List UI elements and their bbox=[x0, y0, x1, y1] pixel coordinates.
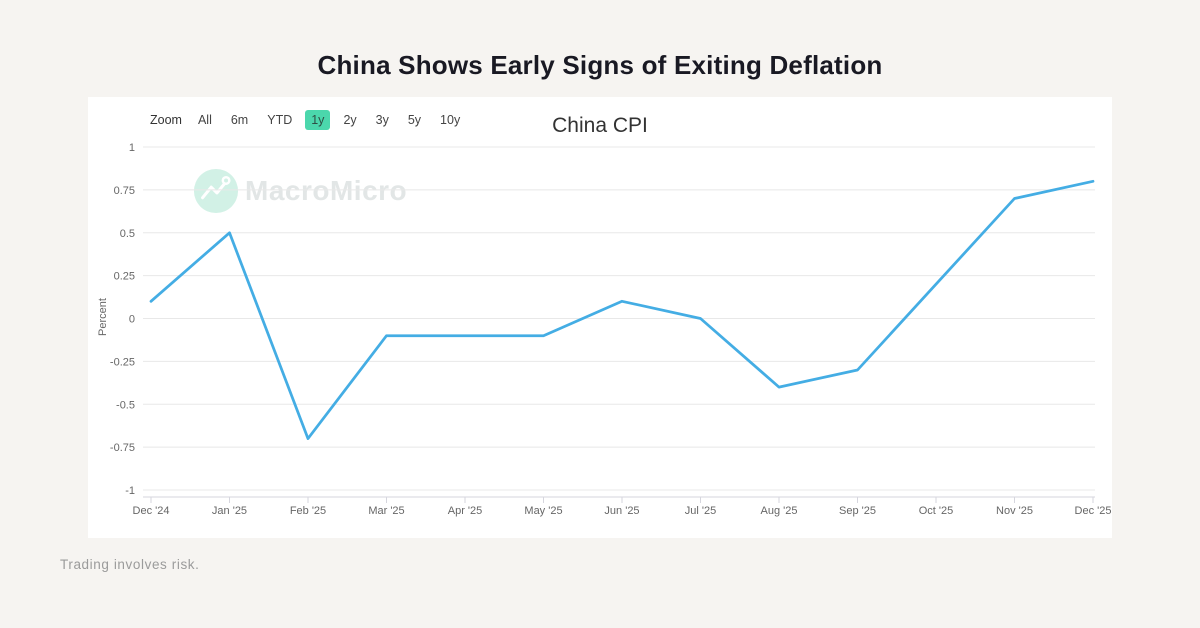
svg-text:1: 1 bbox=[129, 142, 135, 154]
svg-text:Jan '25: Jan '25 bbox=[212, 505, 247, 517]
svg-text:May '25: May '25 bbox=[524, 505, 562, 517]
svg-text:Dec '25: Dec '25 bbox=[1075, 505, 1112, 517]
range-buttons: All 6m YTD 1y 2y 3y 5y 10y bbox=[192, 110, 466, 130]
range-button-1y[interactable]: 1y bbox=[305, 110, 331, 130]
chart-card: MacroMicro 1 0.75 0.5 0.25 0 -0.25 -0.5 -0.75 -1… bbox=[88, 97, 1112, 538]
svg-text:0.5: 0.5 bbox=[120, 228, 135, 240]
svg-text:Apr '25: Apr '25 bbox=[448, 505, 483, 517]
range-button-2y[interactable]: 2y bbox=[337, 110, 362, 130]
svg-text:-0.25: -0.25 bbox=[110, 356, 135, 368]
macromicro-watermark: MacroMicro bbox=[193, 168, 407, 214]
svg-text:-1: -1 bbox=[125, 485, 135, 497]
range-button-5y[interactable]: 5y bbox=[402, 110, 427, 130]
range-button-all[interactable]: All bbox=[192, 110, 218, 130]
range-button-10y[interactable]: 10y bbox=[434, 110, 466, 130]
svg-text:Oct '25: Oct '25 bbox=[919, 505, 954, 517]
svg-text:Dec '24: Dec '24 bbox=[133, 505, 170, 517]
svg-text:0: 0 bbox=[129, 314, 135, 326]
cpi-line-chart[interactable]: 1 0.75 0.5 0.25 0 -0.25 -0.5 -0.75 -1 Dec '24 Jan … bbox=[88, 97, 1112, 538]
range-selector: Zoom All 6m YTD 1y 2y 3y 5y 10y bbox=[150, 110, 466, 130]
svg-text:Feb '25: Feb '25 bbox=[290, 505, 326, 517]
range-button-ytd[interactable]: YTD bbox=[261, 110, 298, 130]
range-button-3y[interactable]: 3y bbox=[370, 110, 395, 130]
svg-text:-0.5: -0.5 bbox=[116, 399, 135, 411]
macromicro-watermark-text: MacroMicro bbox=[245, 175, 408, 206]
svg-text:-0.75: -0.75 bbox=[110, 442, 135, 454]
svg-text:Sep '25: Sep '25 bbox=[839, 505, 876, 517]
svg-text:0.75: 0.75 bbox=[114, 185, 135, 197]
disclaimer-text: Trading involves risk. bbox=[60, 557, 200, 572]
svg-text:Mar '25: Mar '25 bbox=[368, 505, 404, 517]
svg-text:Jul '25: Jul '25 bbox=[685, 505, 716, 517]
svg-text:Nov '25: Nov '25 bbox=[996, 505, 1033, 517]
y-axis-title: Percent bbox=[97, 298, 109, 336]
chart-title: China CPI bbox=[552, 114, 648, 137]
zoom-label: Zoom bbox=[150, 113, 182, 127]
svg-text:Jun '25: Jun '25 bbox=[604, 505, 639, 517]
svg-text:0.25: 0.25 bbox=[114, 271, 135, 283]
range-button-6m[interactable]: 6m bbox=[225, 110, 254, 130]
page-title: China Shows Early Signs of Exiting Defla… bbox=[317, 50, 883, 80]
svg-text:Aug '25: Aug '25 bbox=[761, 505, 798, 517]
